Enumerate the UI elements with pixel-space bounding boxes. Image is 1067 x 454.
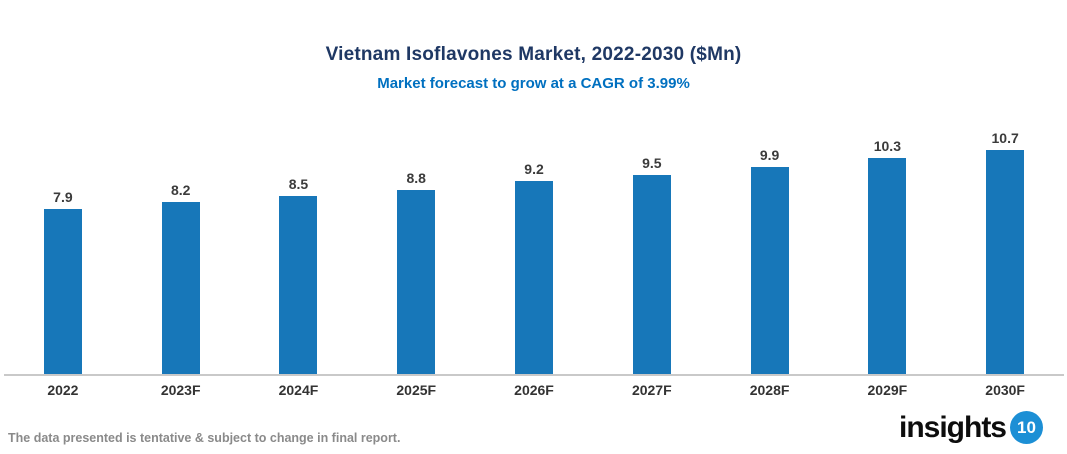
bar-value-label: 8.8 xyxy=(406,170,426,186)
x-axis-label: 2028F xyxy=(749,382,790,398)
bar-column: 10.7 xyxy=(946,130,1064,374)
bar xyxy=(632,175,671,374)
bar xyxy=(750,167,789,374)
bar-value-label: 10.3 xyxy=(873,138,901,154)
bar xyxy=(279,196,318,374)
bar xyxy=(43,209,82,374)
chart-header: Vietnam Isoflavones Market, 2022-2030 ($… xyxy=(0,0,1067,92)
x-axis-label: 2025F xyxy=(396,382,437,398)
bar-column: 8.5 xyxy=(240,176,358,374)
bar-value-label: 8.2 xyxy=(170,182,191,198)
bar xyxy=(986,150,1025,374)
logo-text: insights xyxy=(898,410,1007,444)
logo-badge-circle: 10 xyxy=(1010,411,1043,444)
x-axis-label: 2027F xyxy=(631,382,672,398)
x-axis-label: 2030F xyxy=(985,382,1025,398)
chart-subtitle: Market forecast to grow at a CAGR of 3.9… xyxy=(377,75,690,92)
bar-column: 8.8 xyxy=(357,170,475,374)
bar-column: 7.9 xyxy=(4,189,122,374)
bars-row: 7.9 8.2 8.5 8.8 9.2 9.5 9.9 xyxy=(4,110,1064,376)
bar xyxy=(161,202,200,374)
bar xyxy=(868,158,907,374)
bar-value-label: 9.5 xyxy=(642,155,662,171)
bar-value-label: 9.2 xyxy=(524,161,544,177)
bar-column: 10.3 xyxy=(828,138,946,374)
bar-value-label: 8.5 xyxy=(288,176,309,192)
x-axis-label: 2023F xyxy=(160,382,201,398)
insights10-logo: insights 10 xyxy=(899,411,1043,444)
bar-column: 8.2 xyxy=(122,182,240,374)
bar-column: 9.5 xyxy=(593,155,711,374)
x-labels-row: 2022 2023F 2024F 2025F 2026F 2027F 2028F 2029F 2… xyxy=(4,376,1064,398)
bar-value-label: 9.9 xyxy=(759,147,780,163)
bar-column: 9.2 xyxy=(475,161,593,374)
chart-title: Vietnam Isoflavones Market, 2022-2030 ($… xyxy=(325,44,742,65)
bar xyxy=(515,181,554,374)
x-axis-label: 2022 xyxy=(47,382,79,398)
x-axis-label: 2029F xyxy=(867,382,908,398)
x-axis-label: 2026F xyxy=(514,382,554,398)
bar xyxy=(397,190,436,374)
bar-column: 9.9 xyxy=(711,147,829,374)
disclaimer-text: The data presented is tentative & subjec… xyxy=(8,431,401,445)
bar-chart: 7.9 8.2 8.5 8.8 9.2 9.5 9.9 xyxy=(4,110,1064,398)
bar-value-label: 10.7 xyxy=(991,130,1019,146)
x-axis-label: 2024F xyxy=(278,382,319,398)
bar-value-label: 7.9 xyxy=(53,189,73,205)
